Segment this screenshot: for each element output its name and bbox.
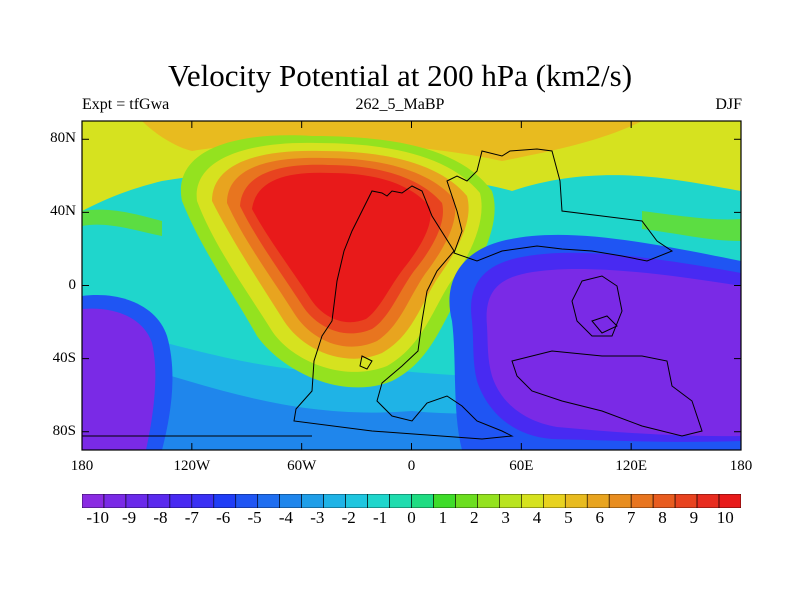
- colorbar-swatch: [257, 494, 281, 508]
- lat-tick-label: 80N: [50, 130, 76, 147]
- colorbar-swatch: [411, 494, 434, 508]
- colorbar-label: 10: [716, 508, 734, 527]
- colorbar-swatch: [169, 494, 193, 508]
- lon-tick-label: 180: [70, 458, 94, 474]
- colorbar-swatch: [586, 494, 610, 508]
- field-contour-green-west: [82, 209, 162, 236]
- colorbar-label: 2: [470, 508, 479, 527]
- colorbar-swatch: [103, 494, 127, 508]
- colorbar-swatch: [521, 494, 544, 508]
- colorbar-swatch: [674, 494, 698, 508]
- colorbar-swatch: [82, 494, 105, 508]
- colorbar-swatch: [301, 494, 324, 508]
- colorbar-label: 9: [689, 508, 699, 527]
- coastline-australia-antarctica: [511, 350, 703, 437]
- divergence-maximum-center: [252, 172, 431, 323]
- colorbar-label: -9: [121, 508, 137, 527]
- colorbar-swatch: [499, 494, 522, 508]
- colorbar-swatch: [564, 494, 588, 508]
- lon-tick-label: 120E: [615, 458, 647, 474]
- colorbar-label: -1: [373, 508, 388, 527]
- colorbar-swatch: [147, 494, 171, 508]
- plot-title: Velocity Potential at 200 hPa (km2/s): [167, 58, 633, 93]
- lon-tick-label: 180: [729, 458, 753, 474]
- colorbar-label: 5: [564, 508, 573, 527]
- field-contour-southwest-2: [82, 308, 156, 450]
- colorbar-label: -6: [216, 508, 231, 527]
- colorbar-swatch: [455, 494, 478, 508]
- colorbar-label: -8: [153, 508, 168, 527]
- field-contour-green-east: [642, 211, 741, 241]
- colorbar-label: 0: [407, 508, 416, 527]
- colorbar-swatch: [191, 494, 215, 508]
- lon-tick-label: 0: [407, 458, 416, 474]
- colorbar-label: 4: [532, 508, 542, 527]
- lon-tick-label: 120W: [173, 458, 211, 474]
- convergence-minimum-center: [486, 269, 741, 437]
- coastline-inner-loop: [571, 275, 623, 337]
- colorbar-swatch: [542, 494, 566, 508]
- colorbar-swatch: [235, 494, 259, 508]
- lat-tick-label: 40S: [52, 349, 76, 366]
- colorbar-swatch: [323, 494, 346, 508]
- colorbar: [82, 494, 741, 508]
- colorbar-swatch: [345, 494, 368, 508]
- lat-tick-label: 80S: [52, 422, 76, 439]
- colorbar-swatch: [652, 494, 676, 508]
- colorbar-labels: -10 -9 -8 -7 -6 -5 -4 -3 -2 -1 0 1 2 3 4 5 6 7 8 9 10: [0, 508, 800, 530]
- colorbar-label: 7: [626, 508, 636, 527]
- coastline-americas-africa: [293, 185, 514, 440]
- colorbar-swatch: [213, 494, 237, 508]
- map-panel: 80N 40N 0 40S 80S 180 120W 60W 0 60E 120E 180: [50, 120, 752, 474]
- field-contour-north-orange: [142, 121, 642, 161]
- colorbar-swatch: [630, 494, 654, 508]
- colorbar-label: -7: [184, 508, 199, 527]
- colorbar-label: 6: [595, 508, 605, 527]
- colorbar-swatch: [477, 494, 500, 508]
- velocity-potential-map: [81, 120, 742, 451]
- colorbar-label: -2: [341, 508, 356, 527]
- lon-tick-label: 60E: [509, 458, 534, 474]
- lon-tick-label: 60W: [287, 458, 317, 474]
- colorbar-label: -10: [86, 508, 110, 527]
- colorbar-swatch: [608, 494, 632, 508]
- coastline-small-island: [359, 355, 373, 370]
- colorbar-label: 8: [658, 508, 667, 527]
- colorbar-swatch: [696, 494, 720, 508]
- colorbar-swatch: [367, 494, 390, 508]
- colorbar-swatch: [389, 494, 412, 508]
- coastline-eurasia: [446, 148, 674, 262]
- center-string: 262_5_MaBP: [355, 96, 445, 113]
- colorbar-label: 1: [438, 508, 448, 527]
- colorbar-swatch: [279, 494, 302, 508]
- colorbar-label: -3: [310, 508, 325, 527]
- lat-tick-label: 0: [68, 276, 77, 293]
- coastline-inner-island: [591, 315, 618, 334]
- axis-ticks: [81, 121, 742, 450]
- colorbar-label: 3: [501, 508, 510, 527]
- right-string: DJF: [715, 96, 742, 113]
- colorbar-label: -5: [247, 508, 262, 527]
- coastlines: [82, 148, 703, 440]
- lat-tick-label: 40N: [50, 203, 76, 220]
- left-string: Expt = tfGwa: [82, 96, 170, 113]
- colorbar-swatch: [125, 494, 149, 508]
- colorbar-swatch: [433, 494, 456, 508]
- colorbar-swatch: [718, 494, 741, 508]
- colorbar-label: -4: [278, 508, 294, 527]
